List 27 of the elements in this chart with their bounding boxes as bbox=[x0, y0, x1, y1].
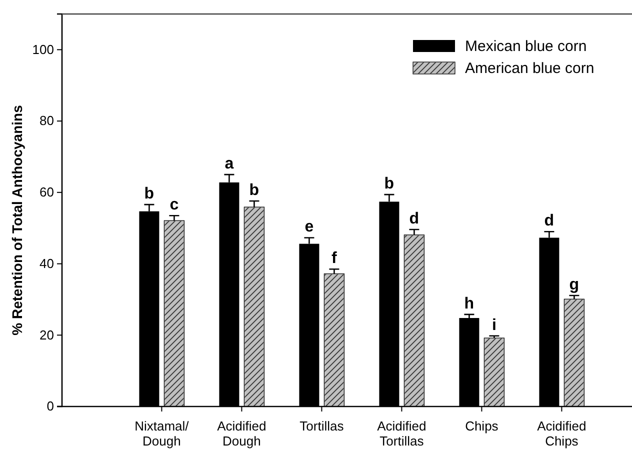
data-label: b bbox=[384, 176, 394, 193]
x-tick-label: Acidified Tortillas bbox=[377, 418, 426, 448]
legend-label: American blue corn bbox=[465, 60, 594, 77]
y-tick-label: 40 bbox=[40, 256, 54, 271]
data-label: i bbox=[492, 316, 496, 334]
data-label: g bbox=[569, 276, 580, 294]
data-label: d bbox=[544, 212, 554, 230]
data-label: b bbox=[144, 186, 154, 203]
x-tick-label: Tortillas bbox=[300, 418, 344, 434]
y-tick-label: 60 bbox=[40, 184, 54, 200]
data-label: h bbox=[464, 295, 474, 312]
y-tick-label: 80 bbox=[40, 113, 54, 128]
data-label: a bbox=[224, 156, 234, 173]
data-label: c bbox=[170, 196, 179, 214]
data-label: f bbox=[332, 250, 338, 268]
data-label: e bbox=[304, 218, 314, 236]
data-label: b bbox=[249, 182, 260, 199]
x-tick-label: Acidified Chips bbox=[537, 418, 586, 448]
y-axis-title: % Retention of Total Anthocyanins bbox=[9, 104, 25, 336]
x-tick-label: Chips bbox=[465, 418, 499, 434]
y-tick-label: 0 bbox=[46, 398, 54, 414]
x-tick-label: Nixtamal/ Dough bbox=[134, 418, 190, 448]
x-tick-label: Acidified Dough bbox=[217, 418, 266, 448]
y-tick-label: 20 bbox=[40, 327, 54, 342]
legend-label: Mexican blue corn bbox=[465, 38, 587, 55]
y-tick-label: 100 bbox=[32, 42, 54, 57]
data-label: d bbox=[409, 210, 420, 228]
